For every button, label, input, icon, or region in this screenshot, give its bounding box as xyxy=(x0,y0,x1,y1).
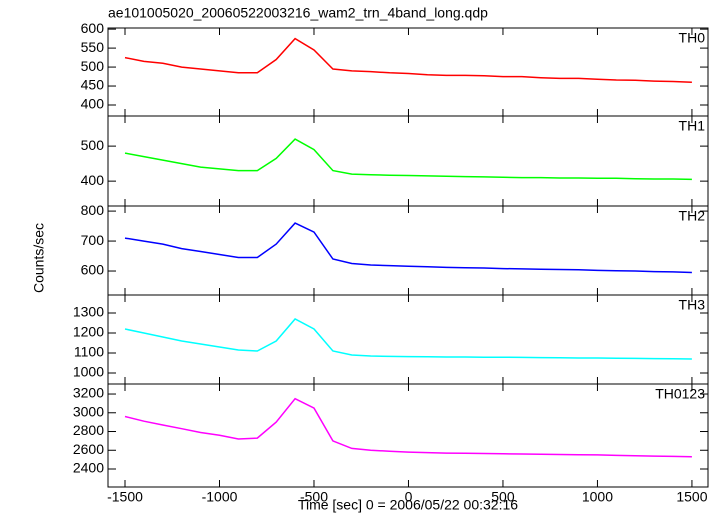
panel-frame xyxy=(107,27,709,117)
y-tick-label: 400 xyxy=(81,96,105,112)
y-tick-label: 1300 xyxy=(73,304,104,320)
panel-label: TH2 xyxy=(679,208,706,224)
y-tick-label: 500 xyxy=(81,137,105,153)
x-tick-label: 1000 xyxy=(582,489,613,505)
panel-label: TH0123 xyxy=(655,386,705,402)
y-tick-label: 3000 xyxy=(73,403,104,419)
y-tick-label: 600 xyxy=(81,20,105,36)
panel-frame xyxy=(107,383,709,488)
y-tick-label: 600 xyxy=(81,262,105,278)
data-line xyxy=(124,318,692,360)
data-line xyxy=(124,138,692,181)
y-tick-label: 1000 xyxy=(73,364,104,380)
data-line xyxy=(124,397,692,458)
y-tick-label: 3200 xyxy=(73,385,104,401)
y-tick-label: 1100 xyxy=(74,344,104,360)
panel-label: TH1 xyxy=(679,118,706,134)
panel-label: TH0 xyxy=(679,30,706,46)
y-tick-label: 1200 xyxy=(73,324,104,340)
y-tick-label: 700 xyxy=(81,232,105,248)
x-tick-label: -1500 xyxy=(107,489,143,505)
panel-frame xyxy=(107,294,709,385)
y-tick-label: 2400 xyxy=(73,460,104,476)
panel-frame xyxy=(107,115,709,207)
x-tick-label: -1000 xyxy=(202,489,238,505)
y-tick-label: 500 xyxy=(81,58,105,74)
x-tick-label: -500 xyxy=(300,489,328,505)
x-axis-label: Time [sec] 0 = 2006/05/22 00:32:16 xyxy=(298,497,518,513)
y-tick-label: 400 xyxy=(81,172,105,188)
x-tick-label: 500 xyxy=(491,489,515,505)
y-tick-label: 2600 xyxy=(73,441,104,457)
y-axis-label: Counts/sec xyxy=(31,223,47,293)
data-line xyxy=(124,222,692,274)
x-tick-label: 1500 xyxy=(676,489,707,505)
data-line xyxy=(124,37,692,83)
y-tick-label: 2800 xyxy=(73,422,104,438)
chart-title: ae101005020_20060522003216_wam2_trn_4ban… xyxy=(108,5,488,21)
y-tick-label: 550 xyxy=(81,39,105,55)
y-tick-label: 800 xyxy=(81,202,105,218)
panel-label: TH3 xyxy=(679,297,706,313)
y-tick-label: 450 xyxy=(81,77,105,93)
x-tick-label: 0 xyxy=(405,489,413,505)
